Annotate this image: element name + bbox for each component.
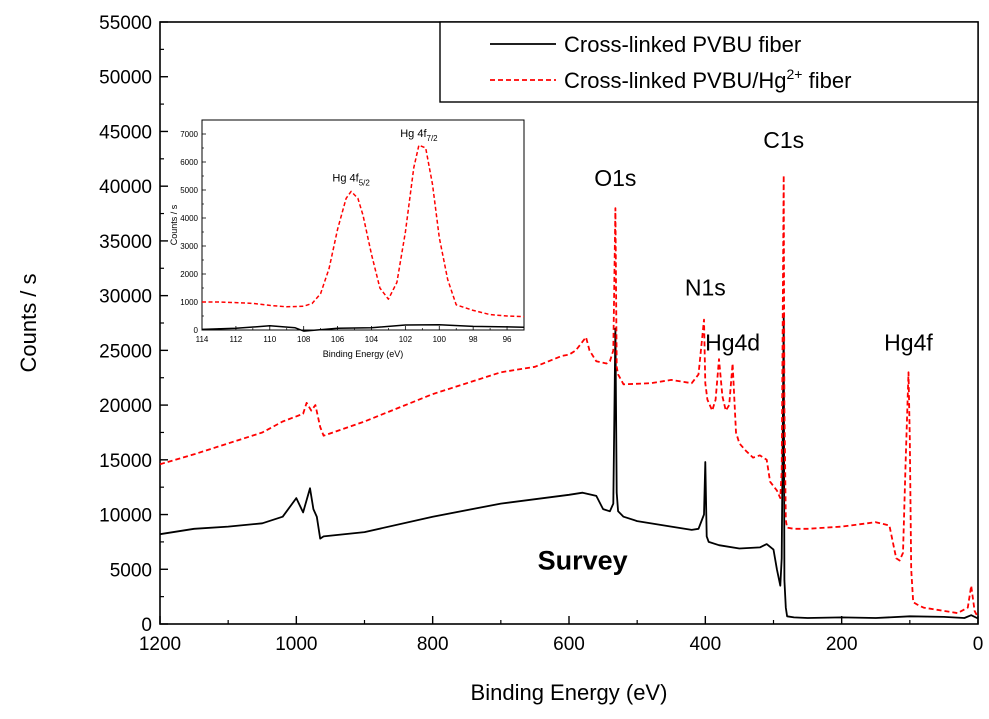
- peak-label: Hg4d: [705, 329, 760, 355]
- y-tick-label: 45000: [99, 122, 152, 143]
- x-tick-label: 600: [553, 634, 585, 655]
- legend-label-text: Cross-linked PVBU fiber: [564, 32, 801, 57]
- legend: Cross-linked PVBU fiber Cross-linked PVBU…: [439, 21, 979, 103]
- inset-x-tick-label: 106: [331, 335, 345, 344]
- peak-label: C1s: [763, 127, 804, 153]
- inset-peak-label-subscript: 5/2: [359, 179, 371, 188]
- x-tick-label: 1200: [139, 634, 181, 655]
- y-tick-label: 55000: [99, 13, 152, 34]
- inset-peak-label-main: Hg 4f: [400, 128, 427, 140]
- inset-x-tick-label: 112: [230, 335, 243, 344]
- y-tick-label: 40000: [99, 177, 152, 198]
- inset-x-tick-label: 100: [433, 335, 447, 344]
- inset-y-tick-label: 0: [194, 326, 199, 335]
- inset-y-tick-label: 7000: [180, 130, 198, 139]
- inset-peak-label: Hg 4f5/2: [332, 173, 370, 188]
- x-tick-label: 800: [417, 634, 449, 655]
- survey-label: Survey: [538, 545, 628, 575]
- series-line-1: [159, 174, 979, 618]
- inset-x-tick-label: 96: [503, 335, 512, 344]
- y-tick-label: 20000: [99, 396, 152, 417]
- inset-x-tick-label: 104: [365, 335, 379, 344]
- inset-y-tick-label: 5000: [180, 186, 198, 195]
- inset-frame: [201, 119, 525, 331]
- inset-y-tick-label: 1000: [180, 298, 198, 307]
- inset-x-axis-label: Binding Energy (eV): [323, 349, 404, 359]
- inset-peak-label-main: Hg 4f: [332, 173, 359, 185]
- y-tick-label: 5000: [110, 560, 152, 581]
- inset-plot-area: 0 1000 2000 3000 4000 5000 6000 7000 114 112 110 10…: [169, 119, 525, 359]
- x-tick-label: 1000: [275, 634, 317, 655]
- x-tick-label: 400: [689, 634, 721, 655]
- inset-y-tick-label: 6000: [180, 158, 198, 167]
- peak-label: Hg4f: [884, 329, 933, 355]
- legend-label-superscript: 2+: [787, 66, 803, 82]
- y-tick-label: 30000: [99, 287, 152, 308]
- inset-x-tick-label: 108: [297, 335, 311, 344]
- inset-y-tick-label: 4000: [180, 214, 198, 223]
- x-axis-label: Binding Energy (eV): [471, 680, 668, 705]
- y-tick-label: 50000: [99, 68, 152, 89]
- inset-x-tick-label: 98: [469, 335, 478, 344]
- main-plot-area: 0500010000150002000025000300003500040000…: [16, 13, 983, 705]
- legend-label-1: Cross-linked PVBU/Hg2+ fiber: [564, 66, 851, 93]
- inset-y-axis-label: Counts / s: [169, 204, 179, 245]
- inset-series-line-0: [201, 323, 525, 332]
- y-tick-label: 0: [141, 615, 152, 636]
- y-tick-label: 35000: [99, 232, 152, 253]
- y-tick-label: 15000: [99, 451, 152, 472]
- inset-peak-label: Hg 4f7/2: [400, 128, 438, 143]
- x-tick-label: 0: [973, 634, 984, 655]
- inset-y-tick-label: 2000: [180, 270, 198, 279]
- inset-y-tick-label: 3000: [180, 242, 198, 251]
- legend-label-text: Cross-linked PVBU/Hg: [564, 68, 787, 93]
- y-axis-label: Counts / s: [16, 273, 41, 372]
- peak-label: N1s: [685, 275, 726, 301]
- legend-box: [439, 21, 979, 103]
- inset-series-line-1: [202, 144, 525, 318]
- legend-label-suffix: fiber: [802, 68, 851, 93]
- y-tick-label: 25000: [99, 341, 152, 362]
- inset-x-tick-label: 110: [263, 335, 276, 344]
- series-line-0: [159, 316, 979, 620]
- peak-label: O1s: [594, 165, 636, 191]
- inset-x-tick-label: 114: [196, 335, 209, 344]
- inset-peak-label-subscript: 7/2: [427, 134, 439, 143]
- legend-label-0: Cross-linked PVBU fiber: [564, 32, 801, 57]
- inset-x-tick-label: 102: [399, 335, 413, 344]
- y-tick-label: 10000: [99, 506, 152, 527]
- x-tick-label: 200: [826, 634, 858, 655]
